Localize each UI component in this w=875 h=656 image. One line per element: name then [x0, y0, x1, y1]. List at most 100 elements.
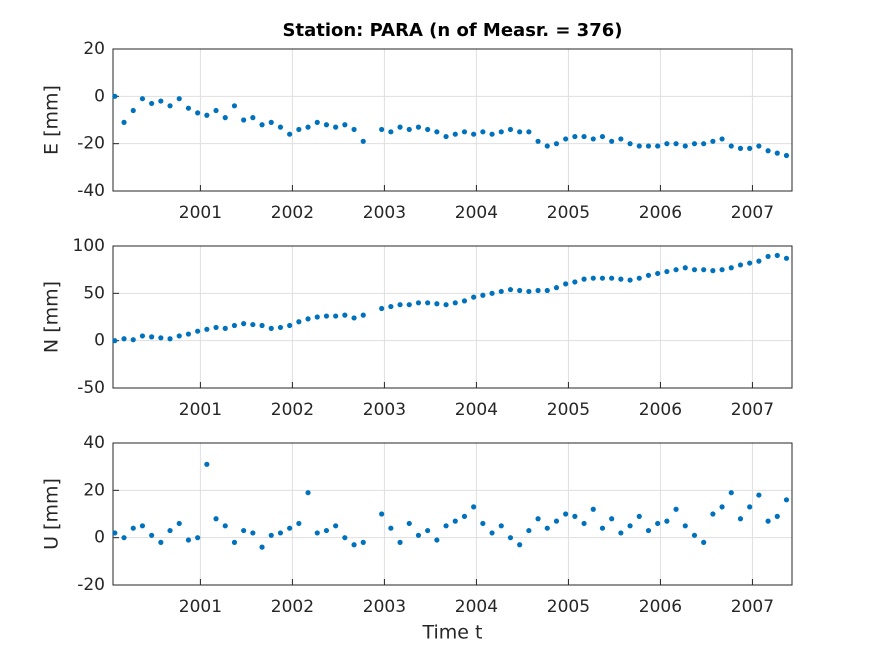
- data-point: [581, 520, 587, 527]
- data-point: [158, 335, 164, 341]
- data-point: [213, 107, 219, 114]
- data-point: [296, 126, 302, 133]
- data-point: [434, 301, 440, 307]
- data-point: [388, 303, 394, 310]
- y-tick-label: 40: [83, 433, 105, 453]
- data-point: [710, 138, 716, 144]
- data-point: [443, 523, 449, 529]
- data-point: [682, 523, 688, 529]
- data-point: [342, 535, 348, 541]
- data-point: [747, 260, 753, 266]
- data-point: [627, 141, 633, 147]
- data-point: [655, 520, 661, 527]
- data-point: [618, 136, 624, 142]
- axes-frame: [112, 442, 793, 586]
- data-point: [443, 302, 449, 308]
- data-point: [360, 539, 366, 546]
- data-point: [277, 124, 284, 130]
- data-point: [673, 141, 679, 147]
- data-point: [609, 138, 615, 144]
- data-point: [691, 267, 698, 273]
- data-point: [719, 504, 725, 510]
- data-point: [415, 124, 422, 130]
- data-point: [526, 527, 532, 534]
- data-point: [222, 115, 228, 121]
- data-point: [204, 112, 210, 118]
- data-point: [204, 461, 210, 467]
- data-point: [379, 511, 385, 517]
- data-point: [645, 272, 652, 278]
- data-point: [176, 333, 182, 339]
- data-point: [112, 93, 118, 99]
- data-point: [655, 270, 661, 277]
- data-point: [544, 287, 550, 294]
- data-point: [406, 520, 412, 527]
- data-point: [599, 525, 606, 531]
- data-point: [710, 268, 716, 274]
- x-tick-label: 2006: [639, 203, 682, 223]
- data-point: [507, 535, 514, 541]
- data-point: [682, 143, 688, 149]
- data-point: [388, 525, 394, 531]
- data-point: [489, 131, 495, 137]
- data-point: [747, 145, 753, 151]
- data-point: [609, 275, 615, 281]
- x-tick-label: 2007: [731, 203, 774, 223]
- data-point: [737, 516, 744, 522]
- data-point: [461, 129, 468, 135]
- data-point: [121, 535, 127, 541]
- data-point: [149, 100, 155, 107]
- data-point: [691, 141, 698, 147]
- data-point: [599, 133, 606, 140]
- data-point: [618, 530, 624, 536]
- data-point: [471, 294, 477, 300]
- data-point: [627, 523, 633, 529]
- data-point: [222, 325, 228, 331]
- data-point: [333, 313, 339, 319]
- data-point: [535, 516, 541, 522]
- data-point: [323, 313, 330, 319]
- data-point: [553, 141, 560, 147]
- subplot: 2001 2002 2003 2004 2005 2006 2007 -20 0 20 40: [77, 433, 793, 617]
- data-point: [590, 506, 596, 512]
- data-point: [277, 530, 284, 536]
- data-point: [195, 328, 201, 334]
- data-point: [783, 497, 790, 503]
- data-point: [737, 262, 744, 268]
- data-point: [379, 305, 385, 312]
- data-point: [149, 532, 155, 538]
- data-point: [121, 336, 127, 342]
- data-point: [250, 321, 256, 328]
- data-point: [480, 129, 486, 135]
- data-point: [213, 324, 219, 331]
- data-point: [756, 258, 762, 264]
- data-point: [342, 312, 348, 318]
- data-point: [719, 267, 725, 273]
- subplot: 2001 2002 2003 2004 2005 2006 2007 -40 -20 0 20: [77, 39, 793, 223]
- data-point: [728, 143, 734, 149]
- data-point: [452, 131, 458, 137]
- data-point: [195, 110, 201, 116]
- data-point: [774, 150, 780, 156]
- data-point: [296, 319, 302, 325]
- data-point: [526, 288, 532, 295]
- data-point: [737, 145, 744, 151]
- data-point: [130, 525, 136, 531]
- data-point: [130, 337, 136, 343]
- data-point: [204, 326, 210, 332]
- data-point: [185, 105, 192, 111]
- data-point: [434, 129, 440, 135]
- data-point: [185, 331, 192, 337]
- data-point: [296, 520, 302, 527]
- data-point: [710, 511, 716, 517]
- data-point: [351, 126, 357, 133]
- data-point: [572, 513, 578, 519]
- data-point: [195, 535, 201, 541]
- data-point: [452, 518, 458, 524]
- data-point: [480, 520, 486, 527]
- data-point: [563, 281, 569, 287]
- data-point: [222, 523, 228, 529]
- data-point: [636, 143, 642, 149]
- data-point: [664, 518, 670, 524]
- data-point: [139, 523, 146, 529]
